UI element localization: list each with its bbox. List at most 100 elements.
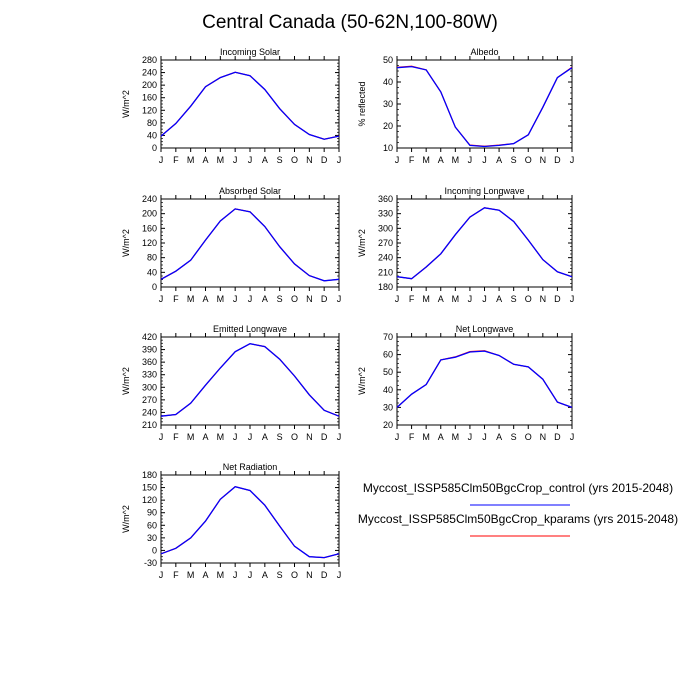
y-tick-label: 70	[383, 332, 393, 342]
x-tick-label: J	[570, 294, 575, 304]
x-tick-label: J	[159, 294, 164, 304]
x-tick-label: M	[217, 432, 225, 442]
y-tick-label: 20	[383, 420, 393, 430]
y-tick-label: 160	[142, 93, 157, 103]
x-tick-label: A	[262, 570, 268, 580]
x-tick-label: J	[482, 155, 487, 165]
x-tick-label: J	[159, 155, 164, 165]
x-tick-label: J	[570, 155, 575, 165]
x-tick-label: S	[277, 570, 283, 580]
x-tick-label: J	[248, 294, 253, 304]
x-tick-label: J	[248, 570, 253, 580]
x-tick-label: J	[395, 432, 400, 442]
x-tick-label: D	[554, 432, 561, 442]
x-tick-label: A	[262, 294, 268, 304]
x-tick-label: M	[217, 570, 225, 580]
y-tick-label: 210	[378, 267, 393, 277]
y-tick-label: 330	[378, 209, 393, 219]
y-tick-label: 30	[383, 402, 393, 412]
x-tick-label: J	[159, 570, 164, 580]
x-tick-label: N	[540, 432, 547, 442]
x-tick-label: J	[248, 155, 253, 165]
y-tick-label: 270	[142, 395, 157, 405]
x-tick-label: J	[468, 432, 473, 442]
x-tick-label: O	[291, 155, 298, 165]
x-tick-label: S	[511, 294, 517, 304]
x-tick-label: J	[233, 294, 238, 304]
y-tick-label: 0	[152, 545, 157, 555]
y-tick-label: 10	[383, 143, 393, 153]
x-tick-label: D	[321, 294, 328, 304]
x-tick-label: D	[554, 294, 561, 304]
y-tick-label: 390	[142, 345, 157, 355]
y-tick-label: 90	[147, 508, 157, 518]
x-tick-label: N	[306, 155, 313, 165]
y-tick-label: 300	[378, 223, 393, 233]
series-line-kparams	[396, 350, 573, 408]
y-tick-label: 360	[378, 194, 393, 204]
x-tick-label: S	[511, 432, 517, 442]
y-tick-label: 300	[142, 382, 157, 392]
x-tick-label: J	[337, 432, 342, 442]
series-line-control	[160, 71, 340, 140]
series-line-control	[160, 485, 340, 559]
y-axis-label: W/m^2	[357, 367, 367, 395]
y-tick-label: 30	[383, 99, 393, 109]
x-tick-label: O	[525, 294, 532, 304]
y-tick-label: 50	[383, 55, 393, 65]
x-tick-label: S	[277, 432, 283, 442]
y-tick-label: 150	[142, 483, 157, 493]
y-tick-label: 50	[383, 367, 393, 377]
y-axis-label: % reflected	[357, 81, 367, 126]
y-tick-label: 180	[378, 282, 393, 292]
panel-incoming-longwave: Incoming Longwave W/m^2 180 210 240 270 300 330…	[357, 186, 574, 304]
x-tick-label: F	[173, 155, 179, 165]
panel-title: Emitted Longwave	[213, 324, 287, 334]
x-tick-label: J	[570, 432, 575, 442]
x-tick-label: J	[395, 155, 400, 165]
y-tick-label: 200	[142, 209, 157, 219]
y-tick-label: 240	[142, 68, 157, 78]
y-tick-label: 80	[147, 253, 157, 263]
plot-frame	[160, 59, 340, 149]
series-line-kparams	[160, 71, 340, 140]
x-tick-label: J	[468, 294, 473, 304]
x-tick-label: M	[187, 155, 195, 165]
x-tick-label: J	[482, 294, 487, 304]
y-tick-label: 360	[142, 357, 157, 367]
y-tick-label: 270	[378, 238, 393, 248]
x-tick-label: D	[321, 155, 328, 165]
y-axis-label: W/m^2	[121, 90, 131, 118]
y-tick-label: 60	[147, 520, 157, 530]
plot-frame	[160, 198, 340, 288]
x-tick-label: A	[438, 294, 444, 304]
x-tick-label: S	[277, 155, 283, 165]
x-tick-label: O	[525, 432, 532, 442]
series-line-control	[396, 207, 573, 280]
panel-emitted-longwave: Emitted Longwave W/m^2 210 240 270 300 330 360 3…	[121, 324, 341, 442]
y-tick-label: 60	[383, 350, 393, 360]
x-tick-label: F	[173, 432, 179, 442]
y-tick-label: 0	[152, 282, 157, 292]
x-tick-label: M	[187, 432, 195, 442]
x-tick-label: F	[409, 155, 415, 165]
y-tick-label: 120	[142, 238, 157, 248]
x-tick-label: F	[173, 570, 179, 580]
legend-label-control: Myccost_ISSP585Clm50BgcCrop_control (yrs…	[362, 481, 674, 495]
x-tick-label: O	[291, 570, 298, 580]
x-tick-label: A	[262, 432, 268, 442]
panel-title: Albedo	[470, 47, 498, 57]
x-tick-label: A	[202, 432, 208, 442]
panel-incoming-solar: Incoming Solar W/m^2 0 40 80 120 160 200 240 280 J…	[121, 47, 341, 165]
x-tick-label: J	[337, 155, 342, 165]
series-line-control	[396, 350, 573, 409]
y-tick-label: 40	[147, 267, 157, 277]
x-tick-label: J	[482, 432, 487, 442]
x-tick-label: F	[409, 294, 415, 304]
x-tick-label: N	[306, 432, 313, 442]
x-tick-label: M	[452, 294, 460, 304]
y-axis-label: W/m^2	[121, 367, 131, 395]
